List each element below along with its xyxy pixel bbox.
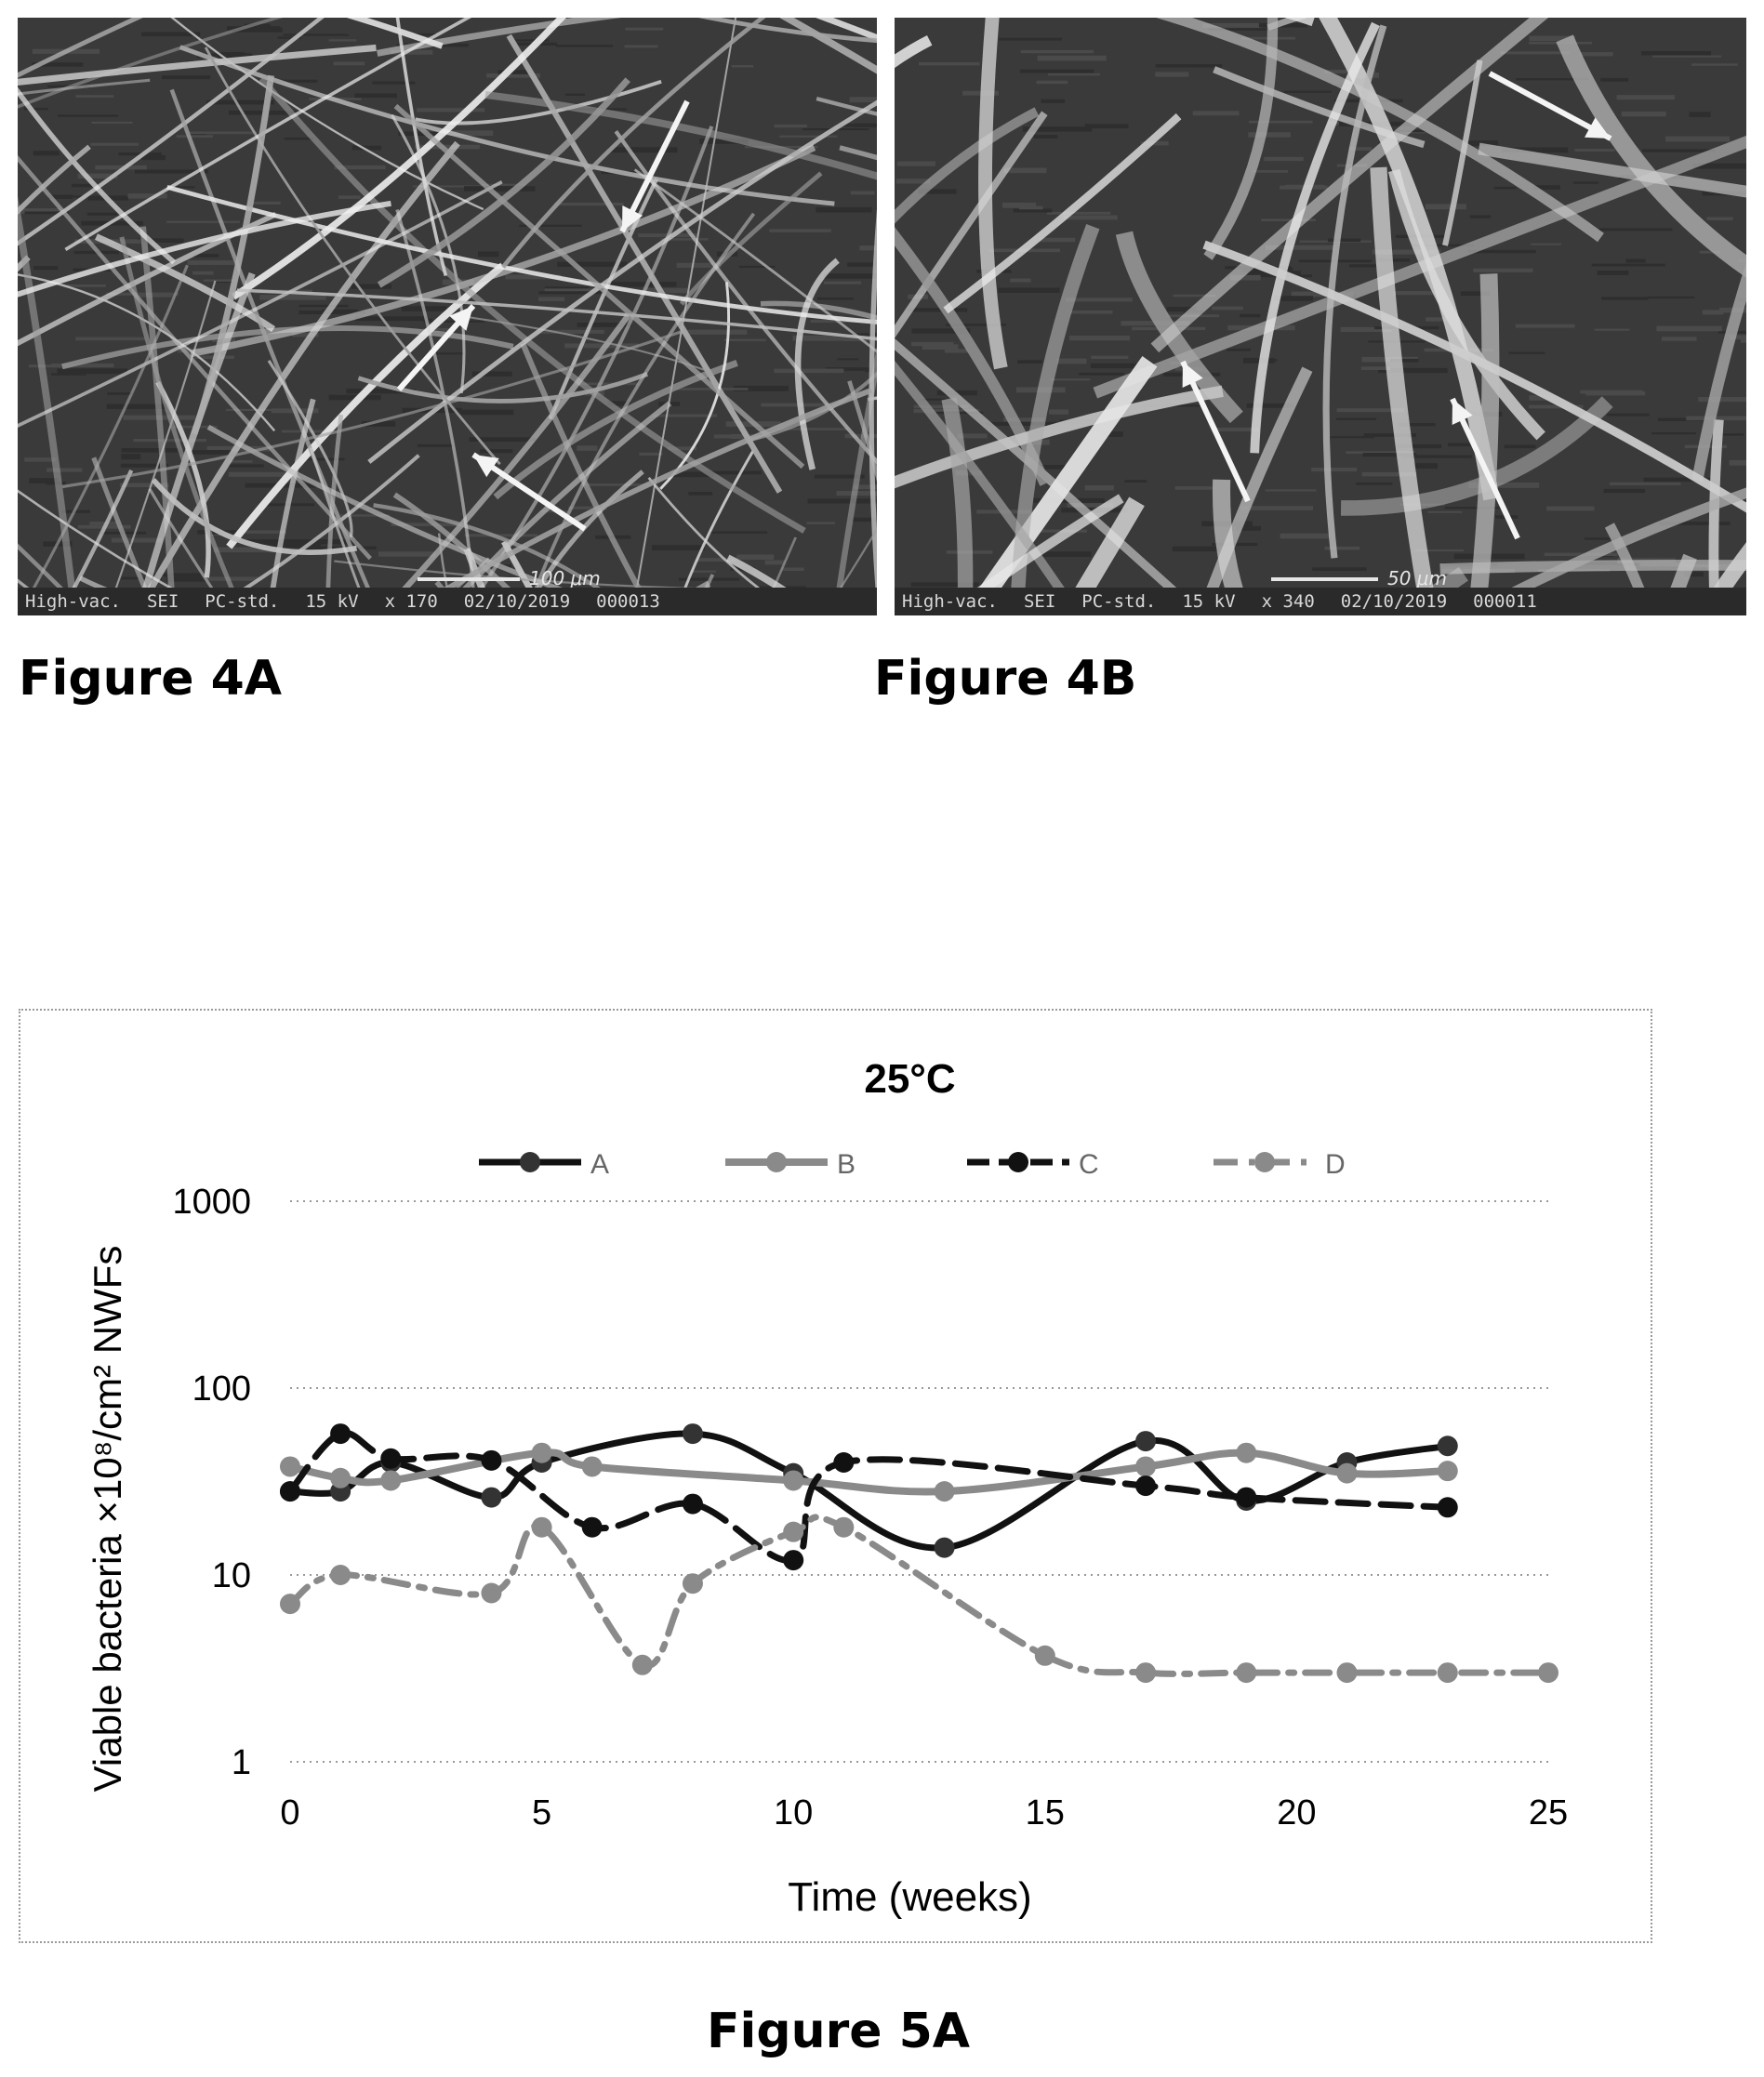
data-point-D [330, 1565, 351, 1585]
data-point-A [682, 1423, 703, 1445]
footer-image-id: 000013 [596, 591, 660, 612]
data-point-C [581, 1516, 603, 1538]
legend-label-C: C [1079, 1149, 1099, 1180]
x-tick-label: 25 [1529, 1793, 1568, 1832]
data-point-C [1437, 1497, 1458, 1518]
data-point-D [1538, 1662, 1558, 1684]
data-point-B [1336, 1462, 1358, 1484]
x-tick-label: 15 [1026, 1793, 1065, 1832]
legend-label-D: D [1325, 1149, 1346, 1180]
x-tick-label: 0 [280, 1793, 299, 1832]
footer-mode: PC-std. [1081, 591, 1157, 612]
y-tick-label: 1 [232, 1743, 251, 1782]
data-point-B [380, 1470, 402, 1491]
footer-magnification: x 170 [384, 591, 438, 612]
data-point-D [833, 1516, 855, 1538]
x-tick-label: 5 [532, 1793, 551, 1832]
y-tick-label: 100 [192, 1369, 251, 1409]
data-point-A [1135, 1431, 1157, 1452]
scale-label-4a: 100 μm [529, 567, 601, 589]
legend-label-A: A [590, 1149, 609, 1180]
data-point-D [531, 1516, 552, 1538]
x-tick-label: 10 [774, 1793, 813, 1832]
data-point-C [783, 1550, 804, 1571]
data-point-B [1437, 1461, 1458, 1482]
data-point-B [934, 1481, 955, 1502]
data-point-D [280, 1594, 300, 1615]
footer-vacuum: High-vac. [25, 591, 121, 612]
series-line-C [286, 1429, 1452, 1565]
sem-footer-4a: High-vac. SEI PC-std. 15 kV x 170 02/10/… [18, 588, 877, 615]
sem-footer-4b: High-vac. SEI PC-std. 15 kV x 340 02/10/… [895, 588, 1746, 615]
y-tick-label: 1000 [172, 1183, 251, 1222]
data-point-A [481, 1487, 502, 1508]
fiber-texture-4b [895, 18, 1746, 615]
chart-5a: 1 10 100 1000 0 5 10 15 20 25 25°C Time (weeks) Viab… [86, 1056, 1568, 1920]
chart-title: 25°C [864, 1056, 955, 1102]
fiber-texture-4a [18, 18, 877, 615]
scale-label-4b: 50 μm [1387, 567, 1448, 589]
figure-4b-caption: Figure 4B [874, 651, 1137, 707]
footer-detector: SEI [146, 591, 179, 612]
data-point-D [783, 1521, 804, 1542]
footer-detector: SEI [1023, 591, 1056, 612]
data-point-C [481, 1449, 502, 1471]
data-point-D [1135, 1662, 1157, 1684]
legend-label-B: B [837, 1149, 855, 1180]
scale-bar-4a [418, 577, 520, 581]
data-point-D [631, 1654, 653, 1675]
y-tick-label: 10 [212, 1556, 251, 1595]
footer-voltage: 15 kV [305, 591, 359, 612]
data-point-C [682, 1493, 703, 1515]
data-point-D [1336, 1662, 1358, 1684]
footer-date: 02/10/2019 [463, 591, 571, 612]
legend-marker-D [1254, 1152, 1275, 1172]
data-point-D [1437, 1662, 1458, 1684]
data-point-D [682, 1573, 703, 1594]
data-point-B [1236, 1442, 1257, 1463]
sem-image-4a: 100 μm High-vac. SEI PC-std. 15 kV x 170… [18, 18, 877, 615]
data-point-D [1236, 1662, 1257, 1684]
data-point-C [833, 1451, 855, 1473]
data-point-B [581, 1456, 603, 1477]
scale-bar-4b [1271, 577, 1378, 581]
figure-4a-caption: Figure 4A [19, 651, 283, 707]
figure-5a-caption: Figure 5A [707, 2004, 971, 2059]
footer-date: 02/10/2019 [1340, 591, 1448, 612]
legend-marker-C [1008, 1152, 1028, 1172]
data-point-C [1236, 1487, 1257, 1508]
data-point-A [1437, 1435, 1458, 1457]
x-tick-label: 20 [1277, 1793, 1316, 1832]
x-axis-label: Time (weeks) [788, 1874, 1031, 1920]
legend-marker-B [766, 1152, 787, 1172]
data-point-B [531, 1442, 552, 1463]
data-point-B [280, 1456, 300, 1477]
data-point-D [481, 1582, 502, 1604]
series-line-B [286, 1449, 1452, 1496]
data-point-C [330, 1423, 351, 1445]
series-line-D [286, 1514, 1552, 1677]
data-point-A [934, 1537, 955, 1558]
sem-image-4b: 50 μm High-vac. SEI PC-std. 15 kV x 340 … [895, 18, 1746, 615]
data-point-B [783, 1470, 804, 1491]
data-point-C [380, 1448, 402, 1469]
footer-image-id: 000011 [1473, 591, 1537, 612]
footer-mode: PC-std. [205, 591, 280, 612]
footer-vacuum: High-vac. [902, 591, 998, 612]
footer-voltage: 15 kV [1182, 591, 1236, 612]
data-point-B [330, 1467, 351, 1488]
legend-marker-A [520, 1152, 540, 1172]
y-axis-label: Viable bacteria ×10⁸/cm² NWFs [86, 1246, 129, 1793]
footer-magnification: x 340 [1261, 591, 1315, 612]
data-point-D [1034, 1645, 1055, 1666]
data-point-B [1135, 1456, 1157, 1477]
data-point-C [1135, 1475, 1157, 1497]
chart-frame [19, 1009, 1652, 1943]
data-point-C [280, 1481, 300, 1502]
